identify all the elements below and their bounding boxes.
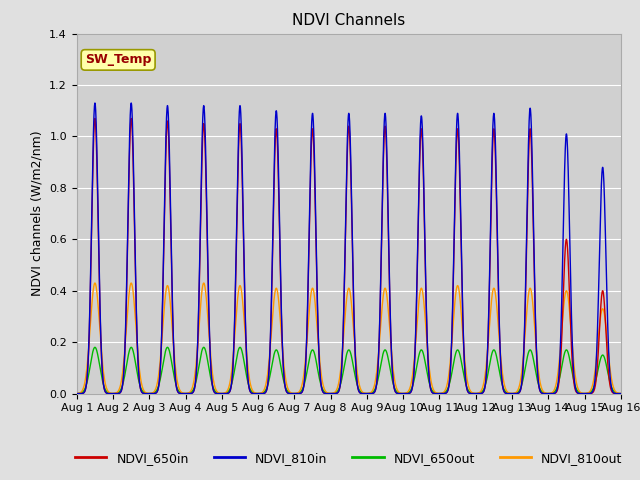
Y-axis label: NDVI channels (W/m2/nm): NDVI channels (W/m2/nm) <box>31 131 44 297</box>
Legend: NDVI_650in, NDVI_810in, NDVI_650out, NDVI_810out: NDVI_650in, NDVI_810in, NDVI_650out, NDV… <box>70 447 628 469</box>
Text: SW_Temp: SW_Temp <box>85 53 151 66</box>
Title: NDVI Channels: NDVI Channels <box>292 13 405 28</box>
